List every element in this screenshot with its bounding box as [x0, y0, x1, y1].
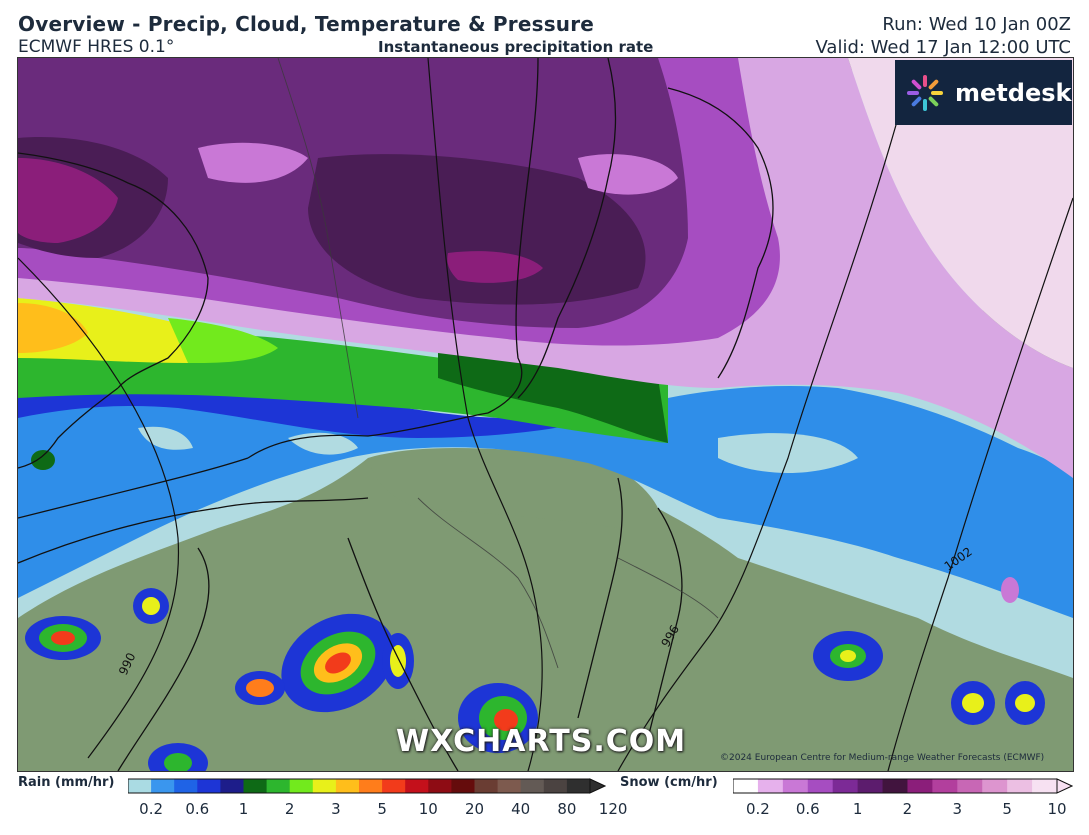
legend-swatch	[882, 779, 908, 793]
legend-swatch	[197, 779, 221, 793]
snow-legend-bar	[733, 778, 1073, 794]
legend-swatch	[782, 779, 809, 793]
legend-outline	[128, 778, 590, 794]
rain-dark-green	[438, 338, 668, 443]
legend-tick-label: 2	[902, 800, 913, 818]
legend-swatch	[451, 779, 475, 793]
snow-darkest-1	[308, 154, 646, 305]
chart-subtitle: Instantaneous precipitation rate	[378, 38, 654, 56]
legend-swatch	[733, 779, 759, 793]
header-title: Overview - Precip, Cloud, Temperature & …	[18, 12, 595, 36]
legend-swatch	[982, 779, 1008, 793]
legend-swatch	[312, 779, 337, 793]
legend-tick-label: 3	[952, 800, 963, 818]
legend-tick-label: 5	[1002, 800, 1012, 818]
legend-swatch	[520, 779, 545, 793]
snow-highlight-2	[578, 154, 678, 195]
legend-swatch	[957, 779, 983, 793]
map-canvas: 990 1002 996	[18, 58, 1073, 771]
legend-swatch	[359, 779, 383, 793]
metdesk-logo-icon	[907, 74, 943, 111]
legend-swatch	[497, 779, 522, 793]
legend-swatch	[474, 779, 499, 793]
legend-tick-label: 10	[418, 800, 438, 818]
legend-swatch	[289, 779, 314, 793]
legend-swatch	[151, 779, 175, 793]
legend-swatch	[566, 779, 591, 793]
legend-tick-label: 5	[377, 800, 387, 818]
country-borders	[277, 58, 719, 669]
legend-swatch	[1007, 779, 1033, 793]
legend-outline	[733, 778, 1057, 794]
sea-patch-2	[718, 433, 858, 473]
legend-swatch	[128, 779, 152, 793]
sea-patch-3	[138, 426, 193, 450]
land-north	[368, 448, 658, 528]
model-label: ECMWF HRES 0.1°	[18, 37, 175, 57]
legend-swatch	[220, 779, 244, 793]
wxcharts-watermark: WXCHARTS.COM	[396, 724, 687, 759]
rain-legend-bar	[128, 778, 606, 794]
legend-tick-label: 3	[331, 800, 341, 818]
legend-tick-label: 1	[852, 800, 863, 818]
legend-swatch	[543, 779, 568, 793]
legend-swatch	[932, 779, 958, 793]
rain-legend-label: Rain (mm/hr)	[18, 775, 115, 790]
legend-swatch	[335, 779, 360, 793]
rain-dark-blue	[18, 381, 618, 438]
legend-arrow	[1056, 778, 1073, 794]
legend-swatch	[807, 779, 834, 793]
legend-swatch	[1032, 779, 1058, 793]
run-time: Run: Wed 10 Jan 00Z	[882, 14, 1071, 35]
snow-highlight-1	[198, 142, 308, 183]
metdesk-logo-text: metdesk	[955, 78, 1072, 107]
ecmwf-copyright: ©2024 European Centre for Medium-range W…	[720, 753, 1045, 763]
rain-lime	[168, 318, 278, 363]
legend-tick-label: 0.6	[185, 800, 210, 818]
legend-swatch	[174, 779, 198, 793]
legend-tick-label: 1	[238, 800, 249, 818]
legend-swatch	[382, 779, 406, 793]
legend-swatch	[857, 779, 884, 793]
legend-tick-label: 120	[598, 800, 628, 818]
isobars	[18, 58, 1073, 771]
weather-map[interactable]: 990 1002 996	[17, 57, 1074, 772]
legend-swatch	[832, 779, 859, 793]
legend-swatch	[907, 779, 933, 793]
legend-tick-label: 2	[284, 800, 295, 818]
legend-swatch	[428, 779, 452, 793]
legend-tick-label: 10	[1047, 800, 1067, 818]
legend-swatch	[405, 779, 429, 793]
legend-tick-label: 20	[464, 800, 485, 818]
legend-arrow	[589, 778, 606, 794]
legend-swatch	[757, 779, 784, 793]
legend-tick-label: 40	[511, 800, 531, 818]
legend-tick-label: 80	[557, 800, 577, 818]
legend-tick-label: 0.6	[795, 800, 820, 818]
legend-swatch	[243, 779, 268, 793]
metdesk-logo: metdesk	[895, 60, 1072, 125]
legend-tick-label: 0.2	[139, 800, 164, 818]
legend-tick-label: 0.2	[745, 800, 770, 818]
coastlines	[18, 58, 774, 771]
snow-pale	[848, 58, 1073, 368]
snow-magenta-1	[18, 158, 118, 243]
legend-swatch	[266, 779, 291, 793]
convective-cells	[25, 450, 1045, 771]
valid-time: Valid: Wed 17 Jan 12:00 UTC	[815, 37, 1072, 58]
snow-legend-label: Snow (cm/hr)	[620, 775, 718, 790]
